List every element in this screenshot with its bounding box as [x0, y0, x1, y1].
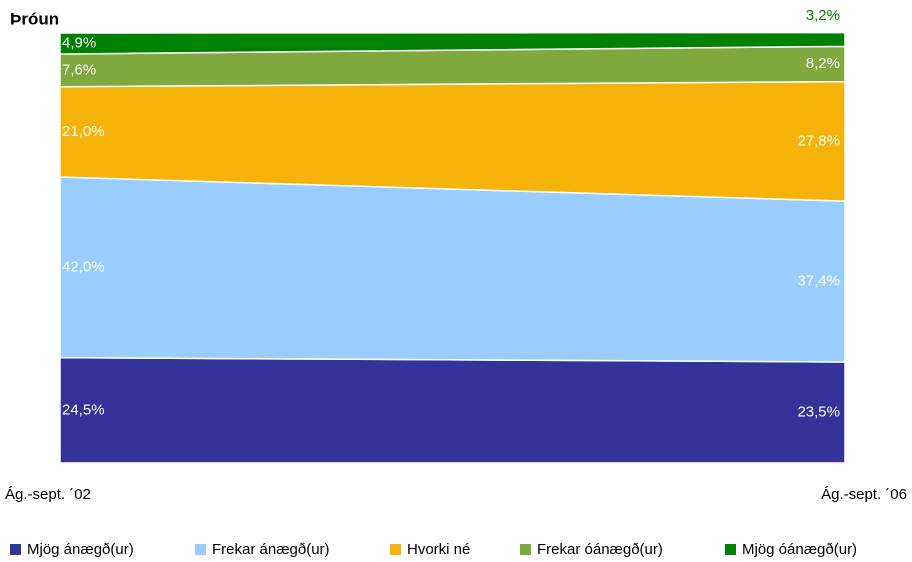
legend-swatch	[10, 544, 21, 555]
legend-label: Hvorki né	[407, 541, 470, 558]
x-tick-label: Ág.-sept. ´02	[5, 486, 91, 503]
area	[59, 356, 846, 464]
data-label: 4,9%	[62, 35, 96, 52]
data-label: 42,0%	[62, 258, 105, 275]
legend-label: Frekar ánægð(ur)	[212, 541, 330, 558]
legend-label: Mjög óánægð(ur)	[742, 541, 857, 558]
data-label: 27,8%	[797, 132, 840, 149]
legend-swatch	[520, 544, 531, 555]
area	[59, 31, 846, 55]
x-tick-label: Ág.-sept. ´06	[821, 486, 907, 503]
data-label: 23,5%	[797, 403, 840, 420]
legend-swatch	[390, 544, 401, 555]
data-label: 3,2%	[806, 7, 840, 24]
data-label: 37,4%	[797, 273, 840, 290]
data-label: 24,5%	[62, 401, 105, 418]
legend-label: Mjög ánægð(ur)	[27, 541, 134, 558]
chart-title: Þróun	[10, 9, 59, 28]
data-label: 21,0%	[62, 123, 105, 140]
legend-swatch	[195, 544, 206, 555]
data-label: 7,6%	[62, 61, 96, 78]
legend-swatch	[725, 544, 736, 555]
area	[59, 176, 846, 363]
legend-label: Frekar óánægð(ur)	[537, 541, 663, 558]
data-label: 8,2%	[806, 55, 840, 72]
